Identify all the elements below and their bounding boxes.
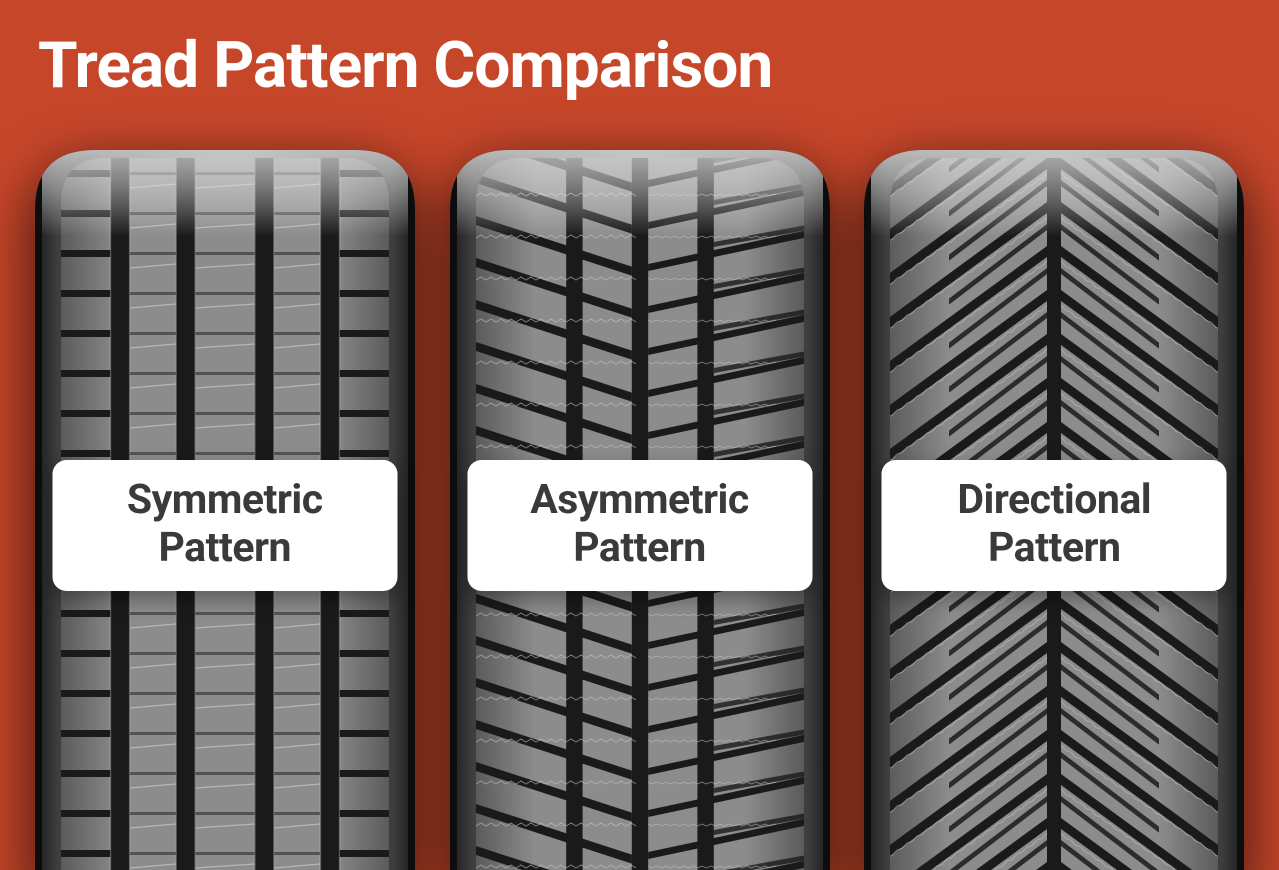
tire-label-symmetric: SymmetricPattern: [52, 460, 397, 591]
tire-label-text: SymmetricPattern: [52, 476, 397, 573]
tire-label-asymmetric: AsymmetricPattern: [467, 460, 812, 591]
tire-symmetric: SymmetricPattern: [35, 150, 415, 870]
tire-label-text: AsymmetricPattern: [467, 476, 812, 573]
tire-row: SymmetricPattern AsymmetricPattern Direc…: [0, 150, 1279, 870]
page-title: Tread Pattern Comparison: [38, 28, 772, 103]
tire-asymmetric: AsymmetricPattern: [450, 150, 830, 870]
tire-label-text: DirectionalPattern: [882, 476, 1227, 573]
tire-label-directional: DirectionalPattern: [882, 460, 1227, 591]
tire-directional: DirectionalPattern: [864, 150, 1244, 870]
